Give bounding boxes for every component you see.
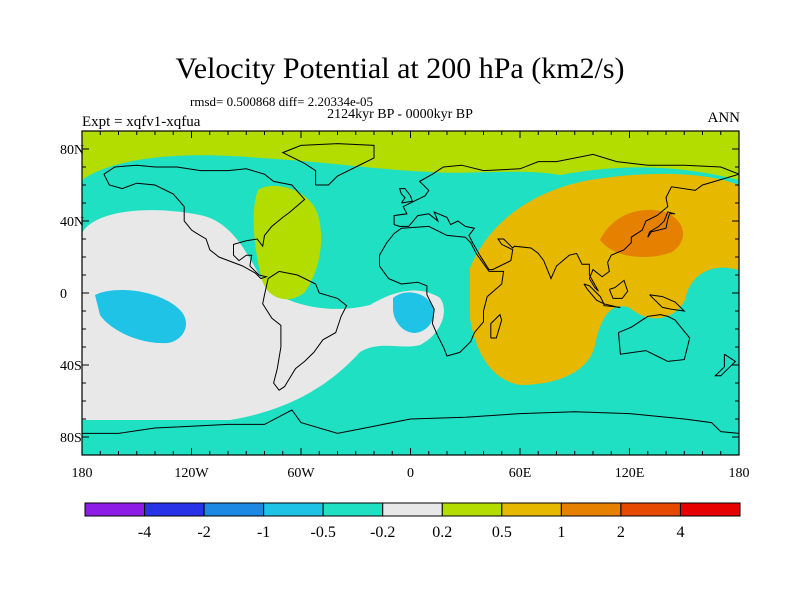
coastline: [103, 164, 306, 280]
map-area: [82, 131, 739, 455]
y-tick-label: 80N: [60, 143, 84, 158]
colorbar-label: -0.5: [311, 524, 336, 541]
colorbar-swatch: [441, 502, 503, 517]
x-tick-label: 120E: [615, 466, 645, 481]
experiment-label: Expt = xqfv1-xqfua: [82, 114, 201, 130]
coastline: [603, 303, 621, 308]
field-region: [253, 185, 322, 300]
coastline: [393, 153, 739, 292]
x-axis-labels: 180 120W 60W 0 60E 120E 180: [72, 466, 750, 481]
field-region: [393, 292, 434, 333]
colorbar-swatch: [84, 502, 146, 517]
coastline: [281, 143, 375, 186]
stats-line: rmsd= 0.500868 diff= 2.20334e-05: [190, 94, 374, 109]
x-tick-label: 60W: [287, 466, 315, 481]
colorbar-swatch: [620, 502, 681, 517]
chart-title: Velocity Potential at 200 hPa (km2/s): [175, 52, 625, 85]
field-region: [82, 210, 444, 420]
coastline: [398, 188, 413, 204]
colorbar-swatch: [501, 502, 562, 517]
colorbar-swatch: [382, 502, 443, 517]
x-tick-label: 60E: [509, 466, 532, 481]
coastline: [714, 353, 737, 377]
colorbar-swatch: [263, 502, 324, 517]
coastlines: [82, 143, 739, 434]
colorbar: [84, 502, 741, 517]
x-tick-label: 180: [72, 466, 93, 481]
colorbar-label: 0.2: [432, 524, 452, 541]
colorbar-label: -2: [197, 524, 210, 541]
x-tick-label: 180: [729, 466, 750, 481]
colorbar-label: 0.5: [492, 524, 512, 541]
colorbar-swatch: [203, 502, 265, 517]
axis-ticks: [81, 131, 740, 455]
coastline: [262, 270, 348, 391]
season-label: ANN: [707, 110, 741, 126]
field-region: [600, 209, 684, 257]
coastline: [649, 294, 686, 312]
colorbar-swatch: [144, 502, 205, 517]
coastline: [608, 279, 629, 299]
colorbar-label: -1: [257, 524, 270, 541]
coastline: [647, 211, 676, 238]
y-tick-label: 0: [60, 287, 67, 302]
colorbar-swatch: [560, 502, 622, 517]
y-tick-label: 40N: [60, 215, 84, 230]
chart-subtitle: 2124kyr BP - 0000kyr BP: [327, 107, 473, 122]
colorbar-label: 2: [617, 524, 625, 541]
colorbar-labels: -4 -2 -1 -0.5 -0.2 0.2 0.5 1 2 4: [138, 524, 685, 541]
field-region: [95, 290, 187, 344]
y-tick-label: 40S: [60, 359, 82, 374]
colorbar-swatch: [322, 502, 384, 517]
coastline: [618, 314, 691, 362]
colorbar-label: 1: [557, 524, 565, 541]
field-region: [487, 288, 568, 350]
coastline: [490, 313, 503, 339]
y-tick-label: 80S: [60, 431, 82, 446]
field-regions: [82, 155, 739, 455]
coastline: [82, 409, 739, 434]
colorbar-label: -4: [138, 524, 151, 541]
colorbar-swatch: [679, 502, 741, 517]
y-axis-labels: 80N 40N 0 40S 80S: [60, 143, 84, 446]
x-tick-label: 120W: [174, 466, 209, 481]
x-tick-label: 0: [407, 466, 414, 481]
colorbar-label: 4: [676, 524, 684, 541]
colorbar-label: -0.2: [370, 524, 395, 541]
coastline: [379, 225, 505, 357]
